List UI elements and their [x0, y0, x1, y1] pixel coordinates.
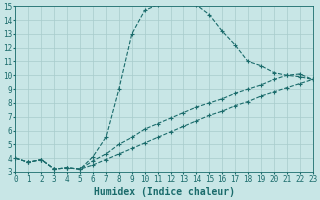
X-axis label: Humidex (Indice chaleur): Humidex (Indice chaleur): [93, 187, 235, 197]
